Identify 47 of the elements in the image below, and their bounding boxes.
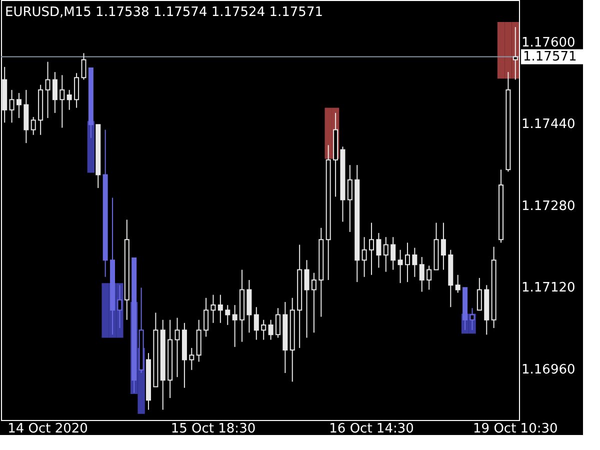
candlestick bbox=[210, 294, 216, 324]
candlestick bbox=[232, 304, 238, 348]
candlestick bbox=[440, 222, 446, 270]
ref-line-label: 1.17571 bbox=[523, 50, 577, 65]
candlestick bbox=[16, 92, 22, 119]
candlestick bbox=[455, 274, 460, 294]
x-tick-label: 19 Oct 10:30 bbox=[473, 422, 558, 436]
x-tick-label: 14 Oct 2020 bbox=[8, 422, 88, 436]
candlestick bbox=[412, 247, 418, 278]
candlestick bbox=[383, 236, 388, 272]
candlestick bbox=[30, 116, 36, 136]
candlestick bbox=[60, 74, 65, 128]
candlestick bbox=[275, 308, 280, 338]
candlestick bbox=[189, 347, 194, 370]
candlestick bbox=[52, 72, 58, 114]
candlestick bbox=[225, 304, 230, 326]
candlestick bbox=[390, 236, 396, 270]
candlestick bbox=[311, 272, 316, 334]
x-tick-label: 15 Oct 18:30 bbox=[170, 422, 256, 436]
y-tick-label: 1.17120 bbox=[522, 280, 576, 296]
candlestick bbox=[218, 294, 223, 324]
candlestick bbox=[174, 317, 180, 378]
candlestick bbox=[74, 72, 80, 108]
candlestick bbox=[476, 277, 482, 311]
y-tick-label: 1.17280 bbox=[522, 198, 576, 214]
candlestick bbox=[426, 265, 432, 290]
candlestick bbox=[419, 256, 424, 292]
candlestick bbox=[66, 89, 72, 110]
candlestick bbox=[261, 319, 266, 340]
candlestick bbox=[404, 242, 410, 283]
candlestick bbox=[9, 89, 14, 124]
candlestick bbox=[376, 232, 382, 268]
candlestick bbox=[204, 297, 209, 338]
chart-title: EURUSD,M15 1.17538 1.17574 1.17524 1.17571 bbox=[5, 5, 323, 20]
candlestick bbox=[362, 236, 367, 278]
y-tick-label: 1.17600 bbox=[522, 35, 576, 50]
candlestick bbox=[369, 222, 374, 276]
y-tick-label: 1.17440 bbox=[522, 117, 576, 132]
candlestick bbox=[254, 306, 259, 340]
y-tick-label: 1.16960 bbox=[522, 362, 576, 378]
candlestick bbox=[304, 260, 310, 338]
candlestick bbox=[398, 249, 403, 284]
x-tick-label: 16 Oct 14:30 bbox=[329, 422, 414, 436]
candlestick bbox=[81, 52, 86, 80]
candlestick bbox=[45, 61, 50, 119]
candlestick bbox=[347, 164, 352, 232]
candlestick bbox=[268, 319, 274, 340]
